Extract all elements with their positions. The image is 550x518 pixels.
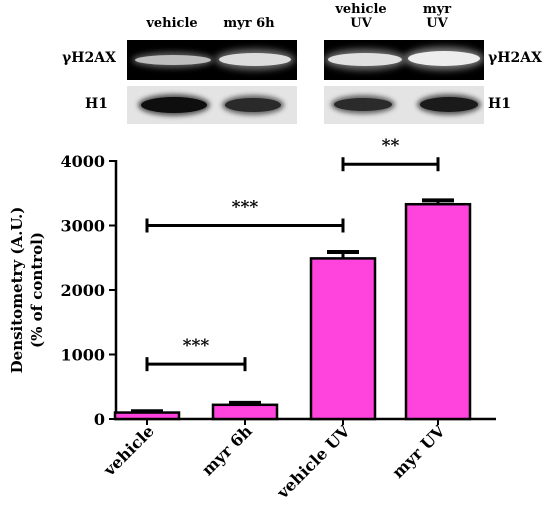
x-tick-label-3: myr UV: [388, 421, 449, 482]
significance-label-2: **: [382, 136, 400, 156]
bar-3: [404, 202, 472, 421]
lane-label-vehicle-uv: vehicle UV: [335, 2, 387, 31]
y-tick-label-0: 0: [94, 410, 105, 429]
lane-label-myr-6h: myr 6h: [223, 16, 275, 31]
y-tick-label-4: 4000: [60, 152, 105, 171]
gamma-h2ax-row-label-left: γH2AX: [62, 50, 116, 66]
y-axis-label: Densitometry (A.U.) (% of control): [8, 207, 46, 374]
bar-0: [113, 411, 181, 421]
gamma-h2ax-band-myr-uv: [408, 51, 480, 66]
gamma-h2ax-band-vehicle-uv: [328, 53, 402, 66]
gamma-h2ax-row-label-right: γH2AX: [488, 50, 542, 66]
h1-band-vehicle: [141, 97, 207, 113]
h1-blot-right: [324, 86, 484, 124]
significance-label-0: ***: [183, 336, 210, 356]
h1-band-myr-uv: [420, 97, 478, 112]
gamma-h2ax-blot-left: [127, 40, 297, 80]
x-tick-label-2: vehicle UV: [272, 421, 354, 503]
y-tick-label-3: 3000: [60, 217, 105, 236]
bar-2: [309, 257, 377, 421]
gamma-h2ax-band-vehicle: [135, 55, 211, 65]
y-tick-label-1: 1000: [60, 346, 105, 365]
h1-band-myr-6h: [225, 98, 281, 112]
h1-band-vehicle-uv: [334, 98, 392, 111]
h1-row-label-right: H1: [488, 96, 511, 112]
h1-row-label-left: H1: [85, 96, 108, 112]
significance-label-1: ***: [232, 198, 259, 218]
h1-blot-left: [127, 86, 297, 124]
lane-label-myr-uv: myr UV: [422, 2, 452, 31]
x-tick-label-1: myr 6h: [198, 421, 256, 479]
x-tick-label-0: vehicle: [99, 421, 158, 480]
gamma-h2ax-band-myr-6h: [219, 53, 291, 66]
lane-label-vehicle: vehicle: [146, 16, 198, 31]
y-axis-label-line-1: Densitometry (A.U.): [8, 207, 26, 374]
y-tick-label-2: 2000: [60, 281, 105, 300]
gamma-h2ax-blot-right: [324, 40, 484, 80]
y-axis-label-line-2: (% of control): [28, 232, 46, 348]
bar-1: [211, 403, 279, 421]
